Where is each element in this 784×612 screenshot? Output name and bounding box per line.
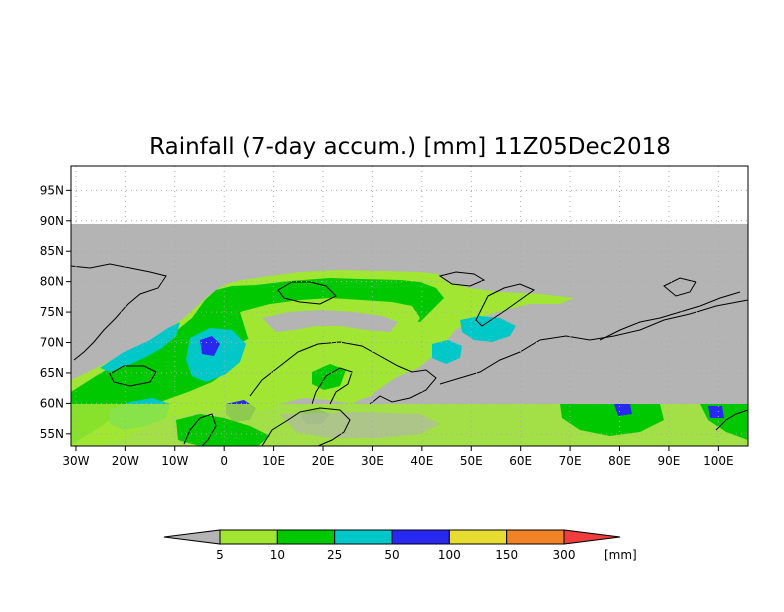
x-tick-label: 30W — [62, 454, 89, 468]
y-axis: 55N 60N 65N 70N 75N 80N 85N 90N 95N — [40, 183, 71, 441]
colorbar-bin — [219, 529, 278, 545]
x-tick-label: 20E — [312, 454, 335, 468]
rain-area-grey-patch-europe — [280, 412, 440, 438]
x-axis: 30W 20W 10W 0 10E 20E 30E 40E 50E 60E 70E 80E 90E 100… — [62, 446, 734, 468]
y-tick-label: 85N — [40, 244, 64, 258]
x-tick-label: 40E — [410, 454, 433, 468]
colorbar: 5 10 25 50 100 150 300 [mm] — [163, 529, 637, 562]
rain-area-green-europe-south — [176, 414, 270, 446]
y-tick-label: 60N — [40, 396, 64, 410]
colorbar-bin — [276, 529, 336, 545]
y-tick-label: 75N — [40, 305, 64, 319]
coast-novaya-zemlya — [475, 283, 536, 327]
coast-east-siberia — [715, 409, 749, 431]
rainfall-field — [71, 270, 748, 446]
y-tick-label: 55N — [40, 427, 64, 441]
coastlines — [70, 263, 749, 447]
rain-area-scandinavia-green — [312, 364, 346, 390]
x-tick-label: 20W — [112, 454, 139, 468]
colorbar-bin — [506, 529, 565, 545]
rain-area-blue-east — [708, 406, 724, 418]
y-tick-label: 90N — [40, 214, 64, 228]
coast-greenland — [70, 263, 167, 361]
coast-svalbard — [277, 281, 337, 305]
colorbar-threshold-label: 150 — [495, 548, 518, 562]
y-tick-label: 70N — [40, 336, 64, 350]
rain-area-blue-siberia — [614, 404, 632, 416]
coast-severnaya-zemlya — [663, 277, 697, 297]
rain-area-southern-green-east — [560, 404, 664, 436]
colorbar-threshold-label: 300 — [553, 548, 576, 562]
colorbar-bin — [334, 529, 393, 545]
x-tick-label: 90E — [658, 454, 681, 468]
coast-franz-josef — [438, 271, 486, 287]
colorbar-bin — [448, 529, 508, 545]
plot-frame — [70, 165, 749, 447]
x-tick-label: 30E — [361, 454, 384, 468]
colorbar-unit-label: [mm] — [604, 548, 637, 562]
coast-baltic — [261, 407, 351, 447]
x-tick-label: 10W — [161, 454, 188, 468]
colorbar-high-triangle — [563, 529, 621, 545]
rain-area-grey-interior — [262, 310, 398, 332]
coast-russia-arctic — [439, 299, 749, 385]
x-tick-label: 70E — [559, 454, 582, 468]
coast-scandinavia — [249, 341, 437, 405]
colorbar-threshold-label: 50 — [384, 548, 399, 562]
y-tick-label: 65N — [40, 366, 64, 380]
coast-iceland — [109, 365, 157, 387]
coast-taymyr — [599, 291, 741, 341]
x-tick-label: 100E — [703, 454, 734, 468]
x-tick-label: 60E — [509, 454, 532, 468]
y-tick-label: 95N — [40, 183, 64, 197]
coast-britain — [183, 413, 217, 447]
colorbar-threshold-label: 100 — [438, 548, 461, 562]
x-tick-label: 80E — [608, 454, 631, 468]
colorbar-threshold-label: 10 — [270, 548, 285, 562]
colorbar-low-triangle — [163, 529, 221, 545]
rain-area-cyan-greenland-sea — [100, 322, 180, 372]
y-tick-label: 80N — [40, 275, 64, 289]
x-tick-label: 10E — [262, 454, 285, 468]
colorbar-bin — [391, 529, 450, 545]
gridlines — [71, 166, 748, 446]
x-tick-label: 50E — [460, 454, 483, 468]
chart-title: Rainfall (7-day accum.) [mm] 11Z05Dec201… — [149, 134, 671, 160]
map-panel — [70, 165, 749, 447]
rain-area-cyan-kara — [432, 340, 462, 364]
colorbar-threshold-label: 5 — [216, 548, 224, 562]
rain-area-cyan-barents — [460, 316, 516, 342]
rain-area-blue-norway — [200, 336, 220, 356]
x-tick-label: 0 — [220, 454, 228, 468]
colorbar-threshold-label: 25 — [327, 548, 342, 562]
